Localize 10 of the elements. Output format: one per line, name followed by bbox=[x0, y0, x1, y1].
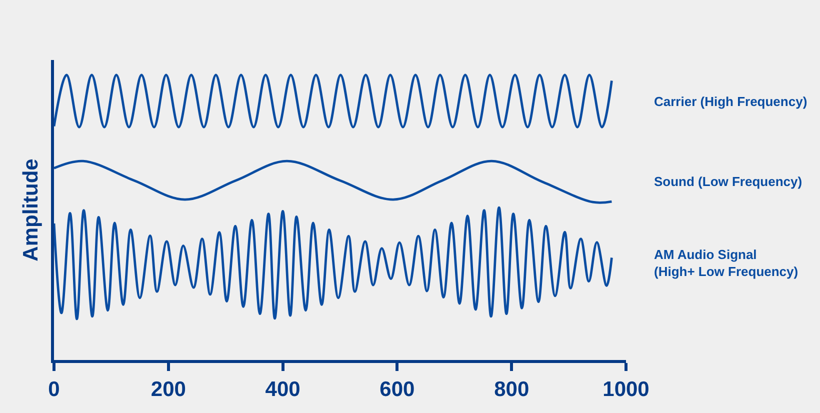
x-tick-label: 0 bbox=[48, 378, 60, 401]
x-tick-label: 200 bbox=[150, 378, 186, 401]
y-axis-title: Amplitude bbox=[19, 158, 42, 262]
x-tick-label: 600 bbox=[380, 378, 415, 401]
x-tick-label: 1000 bbox=[602, 378, 650, 401]
text: AM Audio Signal (High+ Low Frequency) bbox=[654, 247, 798, 279]
text: Carrier (High Frequency) bbox=[654, 94, 808, 109]
x-tick-label: 400 bbox=[265, 378, 300, 401]
text: Sound (Low Frequency) bbox=[654, 174, 802, 189]
x-tick-label: 800 bbox=[494, 378, 530, 401]
